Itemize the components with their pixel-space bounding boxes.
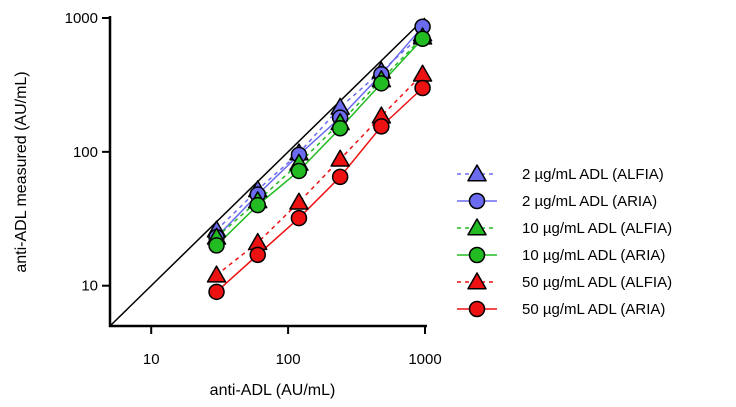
axes: 10 100 1000 10 100 1000 (65, 10, 442, 368)
legend-label: 10 µg/mL ADL (ALFIA) (522, 220, 672, 237)
data-point (414, 30, 431, 47)
data-point (414, 79, 431, 97)
legend-marker (467, 218, 487, 236)
y-axis-title: anti-ADL measured (AU/mL) (13, 71, 30, 272)
plot-area (109, 17, 433, 327)
data-point (249, 196, 266, 214)
y-tick-label: 10 (81, 278, 98, 295)
legend-label: 2 µg/mL ADL (ALFIA) (522, 166, 664, 183)
x-axis-title: anti-ADL (AU/mL) (210, 382, 336, 399)
data-point (208, 237, 225, 254)
legend-label: 50 µg/mL ADL (ALFIA) (522, 274, 672, 291)
series-line-5 (216, 73, 424, 276)
y-tick-label: 1000 (65, 10, 98, 27)
series-line-2 (215, 26, 424, 238)
data-point (412, 64, 433, 82)
legend-entry: 10 µg/mL ADL (ALFIA) (457, 218, 672, 237)
legend-entry: 50 µg/mL ADL (ALFIA) (457, 272, 672, 291)
data-point (331, 120, 349, 137)
legend-entry: 10 µg/mL ADL (ARIA) (457, 246, 665, 264)
legend-label: 10 µg/mL ADL (ARIA) (522, 247, 665, 264)
legend-entry: 2 µg/mL ADL (ALFIA) (457, 164, 664, 183)
data-point (290, 209, 308, 227)
data-point (206, 265, 227, 283)
x-tick-label: 10 (143, 351, 160, 368)
series-5-points (206, 64, 433, 283)
data-point (290, 162, 308, 180)
legend-marker (468, 300, 486, 318)
series-line-3 (216, 36, 424, 238)
series-markers (206, 18, 433, 301)
data-point (289, 192, 309, 210)
series-line-6 (216, 87, 424, 293)
ticks: 10 100 1000 10 100 1000 (65, 10, 442, 368)
x-tick-label: 100 (276, 351, 301, 368)
legend: 2 µg/mL ADL (ALFIA) 2 µg/mL ADL (ARIA) 10 … (457, 164, 672, 318)
data-point (373, 118, 390, 135)
x-tick-label: 1000 (408, 351, 441, 368)
series-lines (215, 26, 424, 293)
data-point (208, 283, 225, 301)
y-tick-label: 100 (73, 144, 98, 161)
legend-label: 50 µg/mL ADL (ARIA) (522, 301, 665, 318)
data-point (373, 75, 390, 92)
series-4-points (208, 30, 431, 254)
legend-entry: 50 µg/mL ADL (ARIA) (457, 300, 665, 318)
series-6-points (208, 79, 431, 301)
data-point (331, 168, 349, 186)
data-point (330, 149, 350, 167)
legend-marker (467, 272, 487, 290)
identity-line (109, 17, 426, 327)
legend-label: 2 µg/mL ADL (ARIA) (522, 193, 657, 210)
legend-marker (468, 246, 486, 264)
data-point (249, 246, 266, 264)
legend-entry: 2 µg/mL ADL (ARIA) (457, 192, 657, 210)
legend-marker (467, 164, 487, 182)
legend-marker (468, 192, 486, 210)
